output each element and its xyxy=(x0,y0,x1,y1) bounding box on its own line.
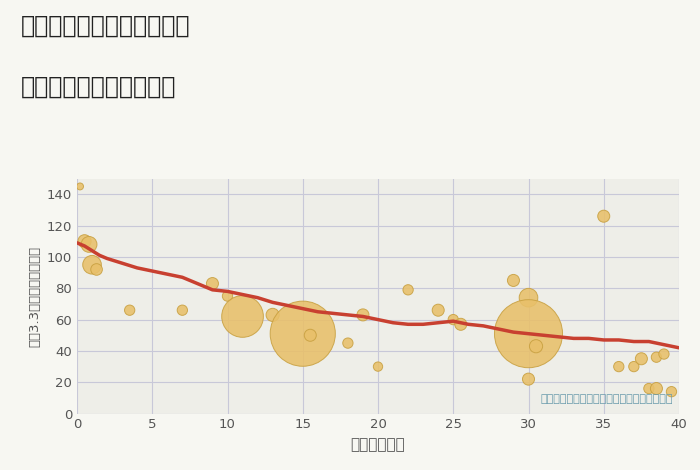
Point xyxy=(402,286,414,294)
Point xyxy=(87,261,98,268)
Point xyxy=(651,353,662,361)
Point xyxy=(74,183,85,190)
Point xyxy=(448,316,459,323)
Point xyxy=(598,212,609,220)
Point xyxy=(455,321,466,328)
Point xyxy=(613,363,624,370)
Point xyxy=(222,292,233,300)
Point xyxy=(207,280,218,287)
Point xyxy=(91,266,102,273)
Point xyxy=(83,241,94,248)
Text: 築年数別中古戸建て価格: 築年数別中古戸建て価格 xyxy=(21,75,176,99)
Y-axis label: 坪（3.3㎡）単価（万円）: 坪（3.3㎡）単価（万円） xyxy=(28,245,41,347)
Point xyxy=(433,306,444,314)
X-axis label: 築年数（年）: 築年数（年） xyxy=(351,437,405,452)
Point xyxy=(79,237,90,245)
Point xyxy=(297,330,308,337)
Point xyxy=(523,376,534,383)
Point xyxy=(531,343,542,350)
Point xyxy=(643,385,655,392)
Point xyxy=(304,331,316,339)
Point xyxy=(658,350,669,358)
Text: 円の大きさは、取引のあった物件面積を示す: 円の大きさは、取引のあった物件面積を示す xyxy=(540,394,673,404)
Point xyxy=(523,294,534,301)
Point xyxy=(357,311,368,319)
Point xyxy=(636,355,647,362)
Point xyxy=(237,313,248,320)
Point xyxy=(124,306,135,314)
Point xyxy=(651,385,662,392)
Point xyxy=(267,311,278,319)
Point xyxy=(523,330,534,337)
Point xyxy=(372,363,384,370)
Point xyxy=(342,339,354,347)
Text: 奈良県奈良市南半田西町の: 奈良県奈良市南半田西町の xyxy=(21,14,190,38)
Point xyxy=(629,363,640,370)
Point xyxy=(508,277,519,284)
Point xyxy=(666,388,677,395)
Point xyxy=(176,306,188,314)
